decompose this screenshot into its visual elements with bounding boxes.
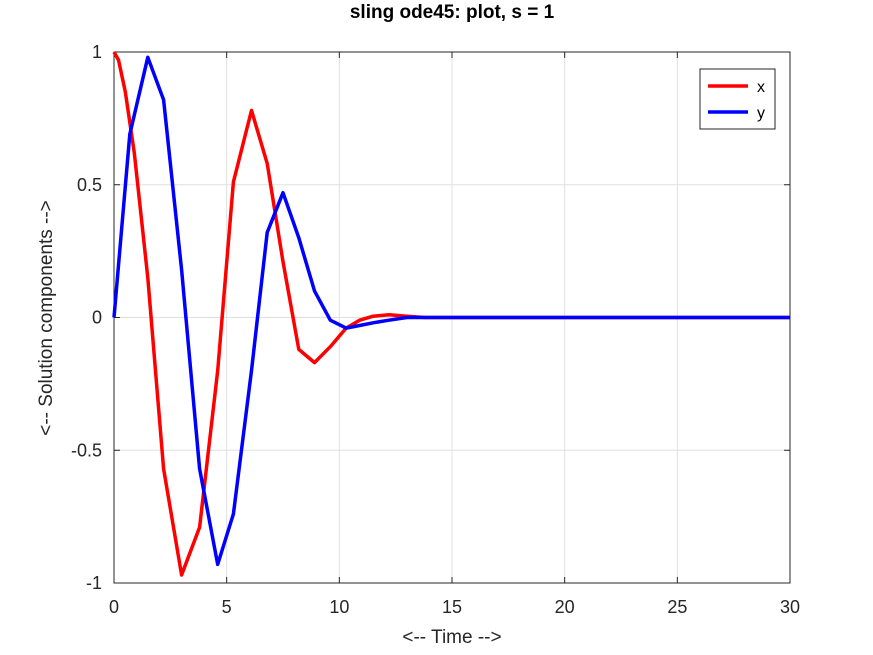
y-axis-label: <-- Solution components --> xyxy=(36,200,57,436)
legend: xy xyxy=(699,68,776,130)
legend-box xyxy=(699,68,776,130)
x-tick-label: 15 xyxy=(442,597,462,617)
x-tick-label: 25 xyxy=(667,597,687,617)
series-lines xyxy=(112,51,790,577)
x-tick-label: 10 xyxy=(329,597,349,617)
y-tick-label: -1 xyxy=(86,573,102,593)
x-tick-label: 5 xyxy=(222,597,232,617)
series-line-y xyxy=(112,55,790,567)
y-tick-label: 0.5 xyxy=(77,175,102,195)
chart-title: sling ode45: plot, s = 1 xyxy=(350,2,555,23)
x-tick-label: 20 xyxy=(555,597,575,617)
legend-label-x: x xyxy=(757,79,765,96)
y-tick-label: 0 xyxy=(92,308,102,328)
x-axis-label: <-- Time --> xyxy=(402,627,501,648)
y-tick-label: -0.5 xyxy=(71,440,102,460)
y-tick-label: 1 xyxy=(92,42,102,62)
x-tick-label: 30 xyxy=(780,597,800,617)
legend-label-y: y xyxy=(757,105,765,122)
axis-ticks: 0 5 10 15 20 25 30 -1 -0.5 0 0.5 1 xyxy=(71,42,800,617)
x-tick-label: 0 xyxy=(109,597,119,617)
